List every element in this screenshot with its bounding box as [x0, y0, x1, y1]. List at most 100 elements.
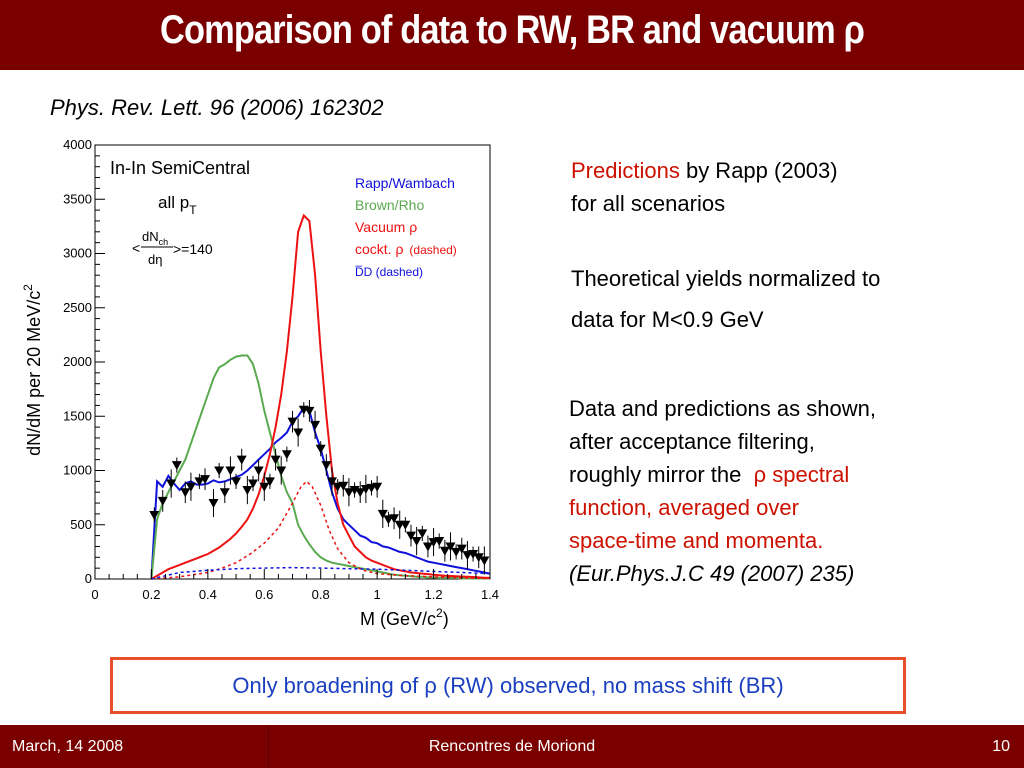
data-point	[321, 461, 332, 471]
data-point	[434, 537, 445, 547]
data-point	[473, 553, 484, 563]
footer-bar: March, 14 2008 Rencontres de Moriond 10	[0, 725, 1024, 768]
dilepton-mass-chart: 0 0.2 0.4 0.6 0.8 1 1.2 1.4 0 500 1000 1500 2000 2500…	[21, 137, 499, 629]
y-tick-label: 2500	[63, 300, 92, 315]
data-point	[479, 556, 490, 566]
footer-conference: Rencontres de Moriond	[428, 738, 596, 755]
footer-separator	[268, 725, 269, 768]
y-tick-label: 4000	[63, 137, 92, 152]
data-point	[400, 520, 411, 530]
x-tick-label: 1	[374, 587, 381, 602]
series-line-0	[150, 406, 491, 580]
data-point	[310, 420, 321, 430]
data-point	[242, 486, 253, 496]
y-tick-label: 1500	[63, 408, 92, 423]
data-line3a: roughly mirror the	[569, 462, 754, 487]
x-tick-label: 0.8	[312, 587, 330, 602]
data-point	[456, 544, 467, 554]
y-tick-label: 0	[85, 571, 92, 586]
y-tick-label: 1000	[63, 463, 92, 478]
data-point	[445, 542, 456, 552]
data-point	[253, 466, 264, 476]
legend-brown-rho: Brown/Rho	[355, 197, 424, 213]
data-point	[422, 542, 433, 552]
slide-title: Comparison of data to RW, BR and vacuum …	[159, 8, 865, 52]
data-point	[439, 546, 450, 556]
x-tick-label: 0	[91, 587, 98, 602]
data-line5: space-time and momenta.	[569, 528, 824, 553]
data-point	[343, 488, 354, 498]
data-line6: (Eur.Phys.J.C 49 (2007) 235)	[569, 561, 855, 586]
data-point	[355, 488, 366, 498]
data-point	[171, 461, 182, 471]
y-tick-label: 500	[70, 517, 92, 532]
data-point	[259, 482, 270, 492]
title-bar	[0, 0, 1024, 70]
data-point	[411, 537, 422, 547]
conclusion-text: Only broadening of ρ (RW) observed, no m…	[232, 673, 784, 698]
data-point	[304, 406, 315, 416]
data-point	[214, 466, 225, 476]
mult-annotation-val: >=140	[173, 241, 213, 257]
series-line-3	[151, 480, 491, 580]
mult-annotation-lt: <	[132, 240, 140, 256]
data-point	[315, 444, 326, 454]
legend-cocktail-rho: cockt. ρ (dashed)	[355, 241, 457, 257]
data-point	[219, 488, 230, 498]
theory-text: Theoretical yields normalized to data fo…	[571, 258, 880, 340]
data-point	[270, 455, 281, 465]
data-point	[225, 466, 236, 476]
data-point	[406, 531, 416, 541]
reference-citation: Phys. Rev. Lett. 96 (2006) 162302	[50, 95, 384, 120]
data-point	[451, 547, 462, 557]
data-point	[276, 466, 287, 476]
data-point	[468, 550, 479, 560]
chart-title: In-In SemiCentral	[110, 158, 250, 178]
theory-line2: data for M<0.9 GeV	[571, 307, 764, 332]
predictions-line2: for all scenarios	[571, 191, 726, 216]
data-point	[248, 479, 258, 489]
x-tick-label: 0.4	[199, 587, 217, 602]
pt-annotation: all pT	[158, 193, 197, 217]
data-point	[194, 477, 205, 487]
data-point	[293, 428, 304, 438]
data-point	[231, 477, 242, 487]
series-line-2	[150, 213, 491, 580]
footer-date: March, 14 2008	[12, 738, 124, 755]
data-point	[185, 482, 196, 492]
chart-container: 0 0.2 0.4 0.6 0.8 1 1.2 1.4 0 500 1000 1500 2000 2500…	[18, 135, 508, 635]
data-point	[372, 482, 383, 492]
x-axis-label: M (GeV/c2)	[360, 606, 449, 629]
data-point	[417, 529, 428, 539]
mult-annotation-den: dη	[148, 252, 162, 267]
data-point	[338, 481, 349, 491]
footer-page-number: 10	[992, 738, 1010, 755]
x-tick-label: 1.2	[425, 587, 443, 602]
x-tick-label: 1.4	[481, 587, 499, 602]
conclusion-box: Only broadening of ρ (RW) observed, no m…	[110, 657, 906, 714]
data-point	[389, 514, 400, 524]
data-point	[287, 417, 298, 427]
legend-rapp-wambach: Rapp/Wambach	[355, 175, 455, 191]
data-point	[166, 479, 177, 489]
y-tick-label: 2000	[63, 354, 92, 369]
data-point	[180, 488, 191, 498]
y-tick-label: 3000	[63, 246, 92, 261]
theory-line1: Theoretical yields normalized to	[571, 266, 881, 291]
data-point	[200, 475, 211, 485]
predictions-rest: by Rapp (2003)	[679, 158, 838, 183]
data-line1: Data and predictions as shown,	[569, 396, 876, 421]
data-line2: after acceptance filtering,	[569, 429, 815, 454]
data-point	[264, 477, 275, 487]
x-tick-label: 0.6	[255, 587, 273, 602]
predictions-word: Predictions	[571, 158, 680, 183]
data-point	[236, 455, 247, 465]
data-line4: function, averaged over	[569, 495, 799, 520]
data-point	[281, 450, 292, 460]
chart-legend: Rapp/Wambach Brown/Rho Vacuum ρ cockt. ρ…	[355, 175, 457, 279]
x-tick-label: 0.2	[142, 587, 160, 602]
data-point	[149, 510, 160, 520]
mult-annotation-num: dNch	[142, 229, 168, 247]
data-point	[327, 477, 337, 487]
legend-vacuum-rho: Vacuum ρ	[355, 219, 417, 235]
